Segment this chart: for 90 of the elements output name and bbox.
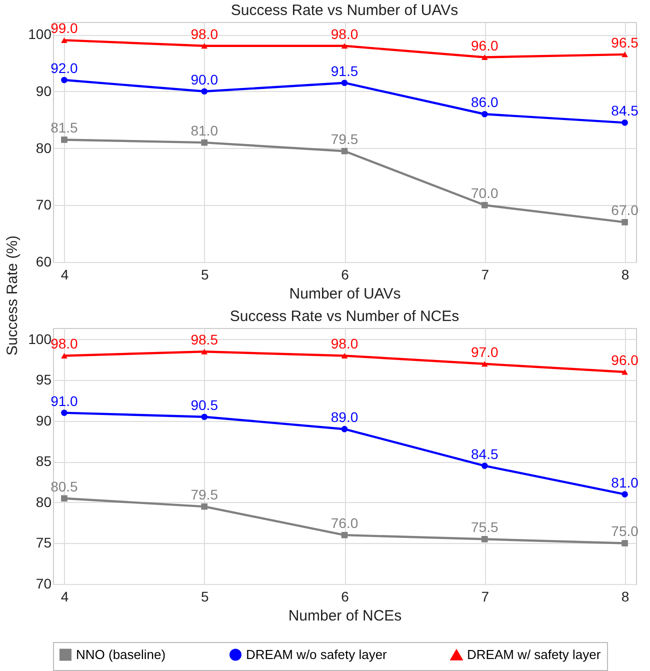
data-label: 90.5 [190,396,218,413]
data-label: 90.0 [190,71,218,88]
point [341,532,348,538]
point [341,148,348,154]
y-tick-label: 75 [36,534,52,551]
x-tick-label: 8 [621,588,630,604]
x-tick-label: 4 [60,588,69,604]
chart-title: Success Rate vs Number of NCEs [230,308,460,325]
point [61,136,68,143]
point [341,43,348,49]
point [61,76,68,84]
data-label: 98.5 [190,332,218,348]
data-label: 79.5 [190,486,218,503]
point [622,52,628,58]
x-tick-label: 7 [481,588,490,604]
point [481,462,488,469]
point [341,426,348,432]
y-tick-label: 95 [36,372,52,388]
point [481,54,488,60]
point [341,80,348,86]
data-label: 76.0 [330,515,358,532]
data-label: 89.0 [330,409,358,426]
point [61,410,68,416]
legend-label: DREAM w/o safety layer [246,646,388,662]
y-tick-label: 80 [36,140,52,156]
data-label: 96.5 [611,34,639,50]
y-axis-title: Success Rate (%) [4,235,22,356]
y-tick-label: 90 [36,412,52,428]
x-axis-title: Number of NCEs [288,608,402,624]
point [481,536,488,542]
point [341,352,348,358]
y-tick-label: 60 [36,254,52,270]
point [201,503,208,510]
data-label: 92.0 [50,60,78,76]
data-label: 81.5 [50,120,78,136]
point [622,219,628,226]
data-label: 98.0 [330,26,358,42]
point [201,348,208,354]
point [201,414,208,420]
chart-title: Success Rate vs Number of UAVs [230,2,458,19]
data-label: 79.5 [330,131,358,148]
data-label: 96.0 [471,37,498,54]
data-label: 80.5 [50,478,78,494]
point [481,202,488,208]
y-tick-label: 70 [36,576,52,592]
legend-label: DREAM w/ safety layer [467,647,602,662]
x-tick-label: 6 [341,588,350,604]
y-tick-label: 100 [28,26,52,42]
point [201,88,208,95]
data-label: 84.5 [471,446,498,462]
data-label: 91.0 [50,392,78,409]
data-label: 96.0 [611,352,639,368]
point [622,120,628,126]
x-tick-label: 7 [481,266,490,282]
data-label: 81.0 [190,122,218,139]
data-label: 67.0 [611,202,639,218]
x-tick-label: 5 [200,588,209,604]
point [61,352,68,358]
y-tick-label: 85 [36,453,52,470]
x-axis-title: Number of UAVs [289,286,401,302]
data-label: 86.0 [471,94,498,110]
point [622,491,628,498]
data-label: 75.0 [611,523,639,540]
x-tick-label: 6 [341,266,350,282]
data-label: 81.0 [611,474,639,490]
y-tick-label: 80 [36,494,52,510]
y-tick-label: 90 [36,82,52,99]
x-tick-label: 4 [60,266,69,282]
data-label: 84.5 [611,102,639,119]
point [622,540,628,546]
point [622,369,628,375]
point [481,110,488,118]
point [201,139,208,146]
y-tick-label: 100 [28,330,52,347]
data-label: 99.0 [50,20,78,36]
legend-label: NNO (baseline) [76,646,166,662]
point [61,495,68,502]
x-tick-label: 8 [621,266,630,282]
x-tick-label: 5 [200,266,209,282]
data-label: 98.0 [190,26,218,42]
point [61,37,68,43]
data-label: 98.0 [330,336,358,352]
y-tick-label: 70 [36,196,52,213]
point [481,361,488,367]
data-label: 70.0 [471,185,498,202]
data-label: 97.0 [471,344,498,360]
data-label: 98.0 [50,336,78,352]
point [201,43,208,49]
data-label: 75.5 [471,519,498,536]
data-label: 91.5 [330,62,358,79]
